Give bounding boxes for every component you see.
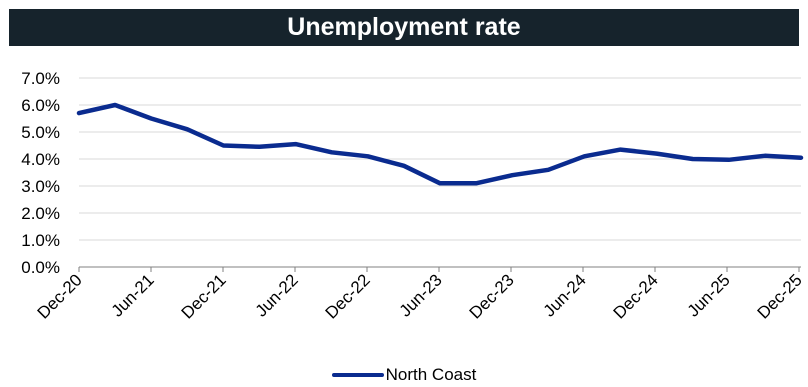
x-tick-label: Jun-22 <box>252 270 302 320</box>
x-tick-label: Jun-25 <box>684 270 734 320</box>
legend-swatch-north-coast <box>331 373 384 377</box>
legend-label-north-coast: North Coast <box>385 365 477 384</box>
y-tick-label: 4.0% <box>21 150 60 169</box>
y-tick-label: 3.0% <box>21 177 60 196</box>
x-tick-label: Dec-23 <box>466 270 518 322</box>
legend: North Coast <box>0 364 808 386</box>
x-tick-label: Dec-22 <box>322 270 374 322</box>
y-axis-ticks: 0.0% 1.0% 2.0% 3.0% 4.0% 5.0% 6.0% 7.0% <box>21 69 60 277</box>
y-tick-label: 1.0% <box>21 231 60 250</box>
x-tick-label: Dec-24 <box>610 270 662 322</box>
y-tick-label: 5.0% <box>21 123 60 142</box>
chart-title: Unemployment rate <box>9 9 799 46</box>
x-tick-label: Dec-25 <box>754 270 806 322</box>
series-line-north-coast <box>76 102 804 186</box>
x-tick-label: Jun-21 <box>108 270 158 320</box>
x-tick-label: Jun-24 <box>540 270 590 320</box>
series-lines <box>76 102 804 186</box>
gridlines <box>79 77 801 268</box>
y-tick-label: 2.0% <box>21 204 60 223</box>
y-tick-label: 7.0% <box>21 69 60 88</box>
x-tick-label: Jun-23 <box>396 270 446 320</box>
x-axis: Dec-20 Jun-21 Dec-21 Jun-22 Dec-22 Jun-23 Dec-… <box>34 266 806 323</box>
x-tick-label: Dec-21 <box>178 270 230 322</box>
y-tick-label: 6.0% <box>21 96 60 115</box>
x-tick-label: Dec-20 <box>34 270 86 322</box>
y-tick-label: 0.0% <box>21 258 60 277</box>
